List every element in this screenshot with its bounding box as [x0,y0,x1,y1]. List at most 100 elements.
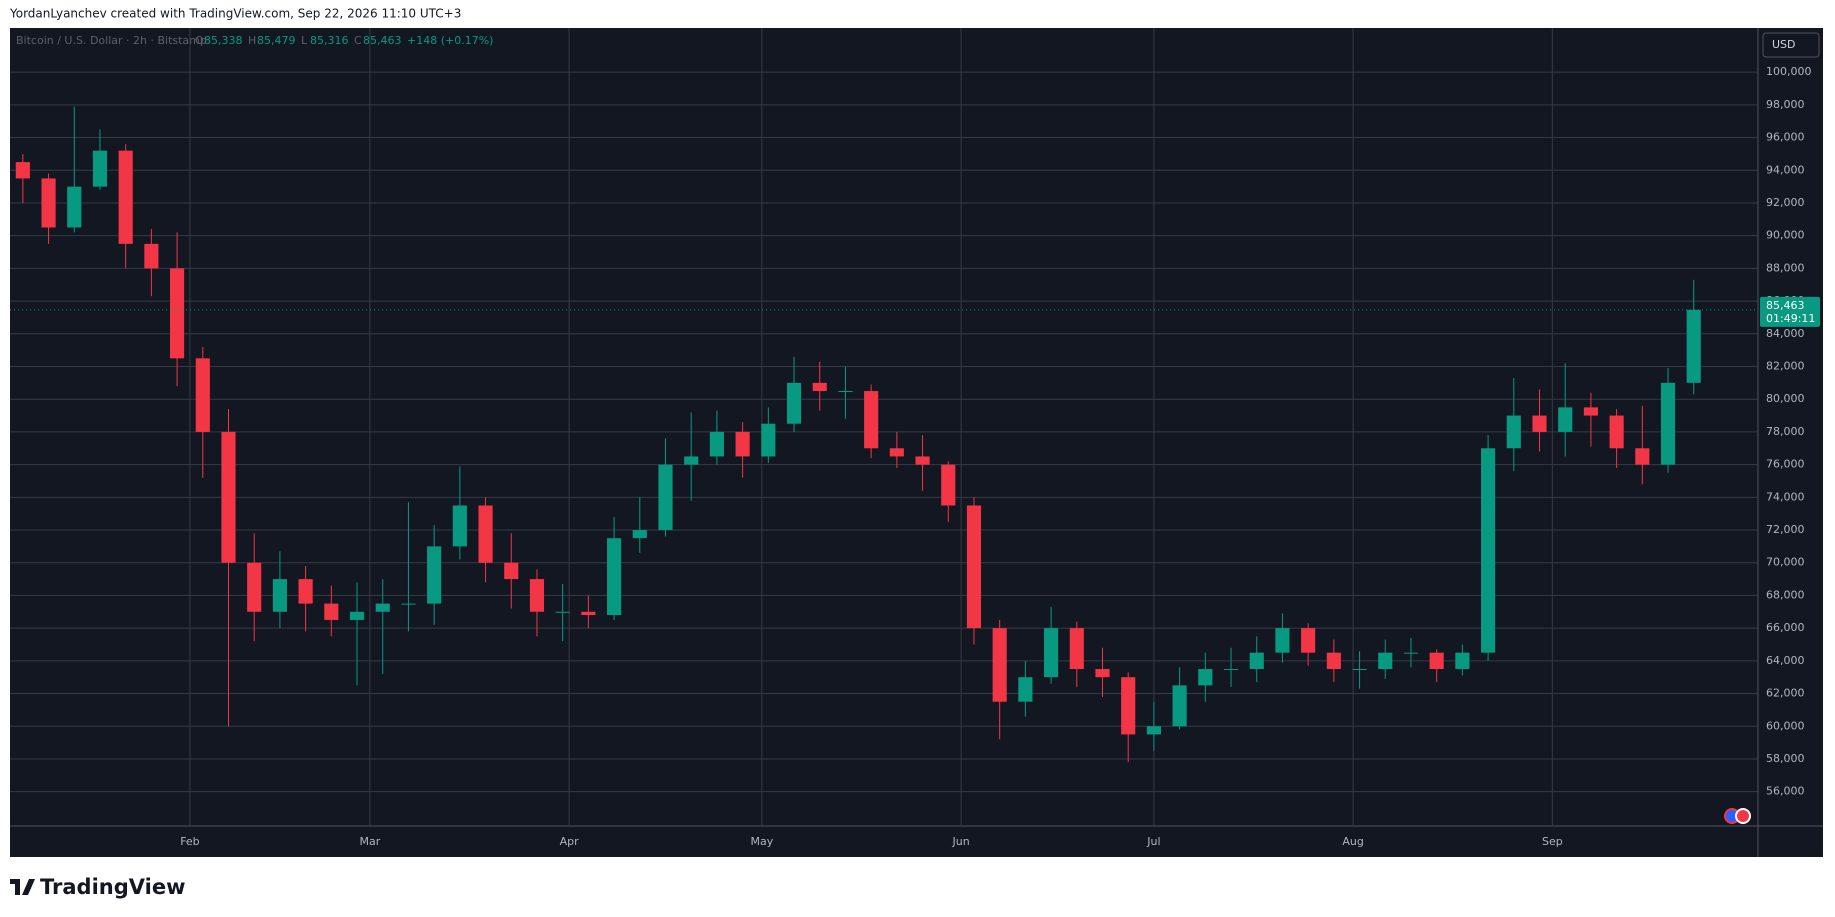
candle-body [761,423,776,457]
y-tick-label: 88,000 [1766,261,1805,274]
candle-body [118,150,133,244]
y-tick-label: 66,000 [1766,621,1805,634]
candle-body [632,530,647,539]
chart-frame [10,28,1823,857]
ohlc-key: H [248,34,256,47]
ohlc-value: 85,316 [310,34,349,47]
y-tick-label: 56,000 [1766,785,1805,798]
candle-body [1198,669,1213,686]
y-tick-label: 58,000 [1766,752,1805,765]
candle-body [1532,415,1547,432]
candle-body [1018,677,1033,702]
candle-body [941,464,956,506]
currency-box [1762,32,1820,58]
candle-body [1044,628,1059,678]
ohlc-legend: O 85,338 H 85,479 L 85,316 C 85,463 +148 (+0.17%… [195,34,493,47]
candle-body [915,456,930,465]
candle-body [1558,407,1573,432]
candle-body [529,579,545,612]
x-tick-label: Feb [180,835,199,848]
candle-body [1326,652,1341,670]
y-tick-label: 78,000 [1766,425,1805,438]
candle-body [1583,407,1598,416]
candle-body [1455,652,1470,670]
candle-body [195,358,210,432]
x-tick-label: Aug [1342,835,1363,848]
x-tick-label: Apr [560,835,580,848]
candle-body [1275,628,1290,653]
candle-body [812,382,827,392]
candle-body [1481,448,1496,653]
y-tick-label: 60,000 [1766,719,1805,732]
x-tick-label: Jun [952,835,970,848]
candle-body [1069,628,1084,670]
candle-body [427,546,442,604]
countdown: 01:49:11 [1766,312,1815,325]
candle-body [1686,309,1701,383]
y-tick-label: 76,000 [1766,458,1805,471]
y-tick-label: 90,000 [1766,229,1805,242]
y-tick-label: 94,000 [1766,163,1805,176]
candle-body [1249,652,1264,670]
candle-body [15,162,30,179]
candle-body [170,268,185,359]
credit: YordanLyanchev created with TradingView.… [9,7,461,21]
ohlc-key: C [354,34,362,47]
candle-body [1506,415,1521,449]
brand: TradingView [40,875,185,899]
y-tick-label: 98,000 [1766,98,1805,111]
x-tick-label: May [751,835,774,848]
symbol: Bitcoin / U.S. Dollar · 2h · Bitstamp [16,34,207,47]
x-tick-label: Sep [1542,835,1563,848]
candle-body [1172,685,1187,727]
candle-body [1095,669,1110,678]
x-tick-label: Jul [1146,835,1160,848]
candle-body [1429,652,1444,670]
last-price-tag [1760,296,1820,327]
y-tick-label: 92,000 [1766,196,1805,209]
candle-body [889,448,904,457]
candle-body [658,464,673,531]
candle-body [41,178,56,228]
candle-body [401,603,416,605]
ohlc-change: +148 (+0.17%) [407,34,493,47]
candle-body [247,562,262,612]
y-tick-label: 80,000 [1766,392,1805,405]
y-tick-label: 82,000 [1766,359,1805,372]
ohlc-value: 85,338 [204,34,243,47]
candle-body [67,186,82,228]
candle-body [607,538,622,616]
candle-body [966,505,982,629]
y-tick-label: 68,000 [1766,588,1805,601]
logo-mark [10,879,35,895]
ohlc-key: O [195,34,204,47]
candle-body [504,562,519,580]
x-tick-label: Mar [359,835,380,848]
candle-body [838,391,853,393]
candle-body [324,603,339,620]
candle-body [144,243,159,269]
event-icon[interactable] [1735,808,1751,824]
candle-body [1352,669,1367,671]
candle-body [555,611,570,613]
candle-body [1146,726,1161,735]
ohlc-value: 85,463 [363,34,402,47]
candle-body [298,579,313,604]
candle-body [786,382,802,424]
y-tick-label: 96,000 [1766,131,1805,144]
candle-body [221,431,236,563]
y-tick-label: 100,000 [1766,65,1812,78]
y-tick-label: 84,000 [1766,327,1805,340]
candle-body [1609,415,1624,449]
candle-body [1635,448,1650,465]
candle-body [272,579,287,612]
y-tick-label: 72,000 [1766,523,1805,536]
plot: 56,000 58,000 60,000 62,000 64,000 66,000 68,0… [10,28,1820,848]
y-tick-label: 70,000 [1766,556,1805,569]
candle-body [1660,382,1676,465]
candle-body [478,505,493,563]
currency: USD [1772,38,1796,51]
candle-body [1403,652,1419,654]
